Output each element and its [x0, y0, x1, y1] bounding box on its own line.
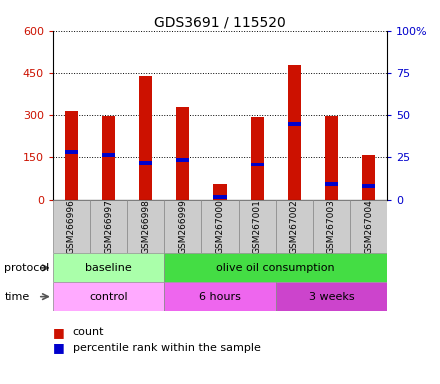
Bar	[127, 200, 164, 253]
Bar	[251, 117, 264, 200]
Bar	[139, 76, 152, 200]
Bar	[164, 253, 387, 282]
Bar	[362, 184, 375, 188]
Text: baseline: baseline	[85, 263, 132, 273]
Text: count: count	[73, 327, 104, 337]
Text: GSM267001: GSM267001	[253, 199, 262, 254]
Text: 6 hours: 6 hours	[199, 291, 241, 302]
Bar	[276, 200, 313, 253]
Bar	[362, 155, 375, 200]
Bar	[238, 200, 276, 253]
Bar	[65, 111, 78, 200]
Bar	[288, 65, 301, 200]
Text: GSM267000: GSM267000	[216, 199, 224, 254]
Bar	[53, 253, 164, 282]
Bar	[176, 158, 189, 162]
Bar	[202, 200, 238, 253]
Bar	[53, 200, 90, 253]
Text: protocol: protocol	[4, 263, 50, 273]
Bar	[350, 200, 387, 253]
Bar	[213, 184, 227, 200]
Text: GSM267002: GSM267002	[290, 199, 299, 254]
Bar	[276, 282, 387, 311]
Bar	[102, 153, 115, 157]
Text: ■: ■	[53, 341, 65, 354]
Bar	[325, 182, 338, 186]
Bar	[164, 200, 202, 253]
Bar	[251, 162, 264, 166]
Text: percentile rank within the sample: percentile rank within the sample	[73, 343, 260, 353]
Text: GSM267003: GSM267003	[327, 199, 336, 254]
Text: control: control	[89, 291, 128, 302]
Bar	[288, 122, 301, 126]
Bar	[213, 195, 227, 199]
Text: GSM266998: GSM266998	[141, 199, 150, 254]
Text: GSM267004: GSM267004	[364, 199, 373, 254]
Bar	[102, 116, 115, 200]
Text: GSM266999: GSM266999	[178, 199, 187, 254]
Text: olive oil consumption: olive oil consumption	[216, 263, 335, 273]
Bar	[90, 200, 127, 253]
Text: ■: ■	[53, 326, 65, 339]
Text: GSM266996: GSM266996	[67, 199, 76, 254]
Text: 3 weeks: 3 weeks	[308, 291, 354, 302]
Bar	[139, 161, 152, 165]
Bar	[176, 107, 189, 200]
Bar	[53, 282, 164, 311]
Bar	[313, 200, 350, 253]
Bar	[164, 282, 276, 311]
Bar	[325, 116, 338, 200]
Bar	[65, 150, 78, 154]
Text: time: time	[4, 291, 29, 302]
Text: GDS3691 / 115520: GDS3691 / 115520	[154, 15, 286, 29]
Text: GSM266997: GSM266997	[104, 199, 113, 254]
